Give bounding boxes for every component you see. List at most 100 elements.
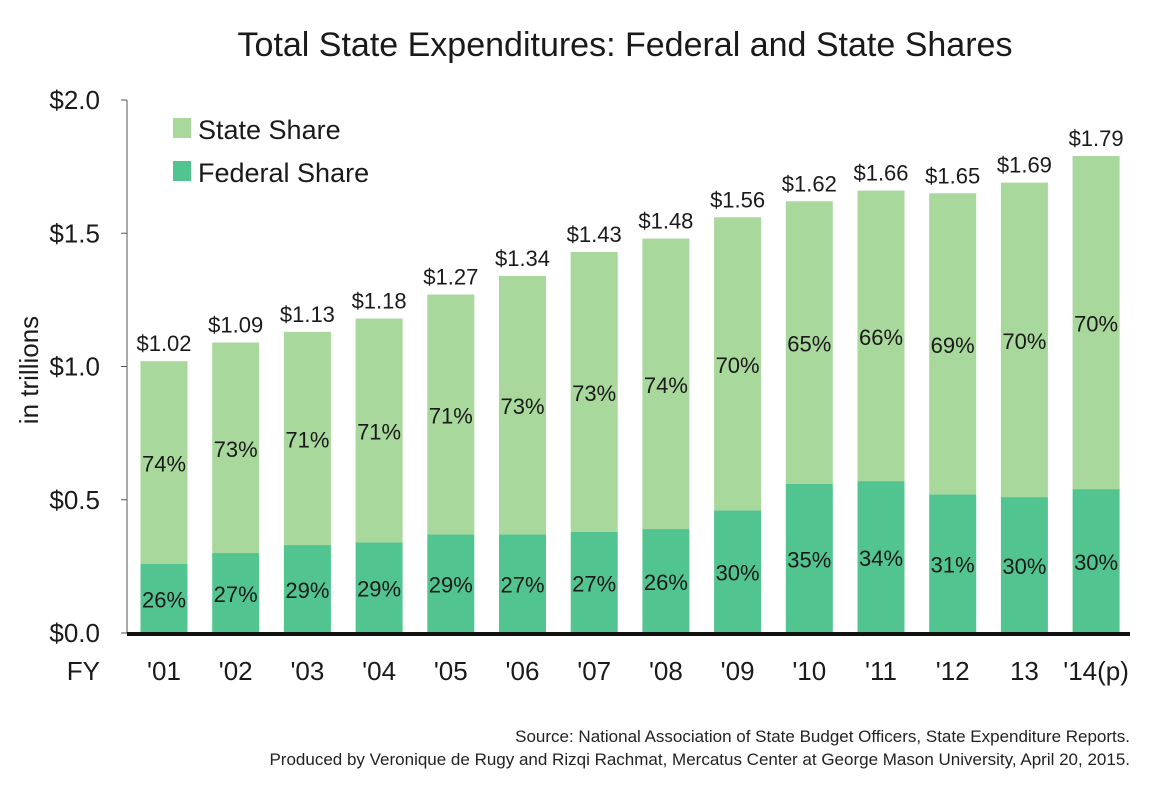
federal-share-percent-label: 27% <box>214 582 258 607</box>
x-axis-label: FY <box>67 656 100 686</box>
federal-share-bar <box>140 563 188 633</box>
x-tick-label: '01 <box>147 656 181 686</box>
state-share-percent-label: 71% <box>285 427 329 452</box>
state-share-percent-label: 65% <box>787 332 831 357</box>
x-tick-label: '03 <box>290 656 324 686</box>
federal-share-percent-label: 26% <box>142 587 186 612</box>
x-tick-label: 13 <box>1010 656 1039 686</box>
federal-share-bar <box>1000 497 1048 633</box>
total-value-label: $1.13 <box>280 302 335 327</box>
state-share-percent-label: 71% <box>357 419 401 444</box>
state-share-bar <box>714 217 762 511</box>
y-tick-label: $1.5 <box>49 218 100 248</box>
x-tick-label: '11 <box>865 656 897 686</box>
state-share-bar <box>570 251 618 532</box>
state-share-bar <box>283 331 331 546</box>
bars: 26% 74% $1.02 27% 73% $1.09 29% 71% $1.13 29% 71% $… <box>136 126 1124 633</box>
state-share-percent-label: 69% <box>931 333 975 358</box>
x-tick-label: '08 <box>649 656 683 686</box>
x-tick-label: '10 <box>792 656 826 686</box>
x-tick-label: '12 <box>936 656 970 686</box>
total-value-label: $1.62 <box>782 171 837 196</box>
federal-share-bar <box>355 542 403 633</box>
state-share-bar <box>212 342 260 554</box>
y-tick-label: $2.0 <box>49 85 100 115</box>
y-tick-label: $1.0 <box>49 352 100 382</box>
federal-share-bar <box>714 510 762 633</box>
state-share-percent-label: 74% <box>644 373 688 398</box>
source-note: Source: National Association of State Bu… <box>515 727 1130 746</box>
y-tick-label: $0.0 <box>49 618 100 648</box>
x-tick-label: '05 <box>434 656 468 686</box>
legend-label: Federal Share <box>198 158 369 188</box>
state-share-bar <box>857 190 905 482</box>
state-share-bar <box>1072 155 1120 490</box>
total-value-label: $1.66 <box>853 161 908 186</box>
total-value-label: $1.56 <box>710 187 765 212</box>
state-share-bar <box>785 201 833 484</box>
total-value-label: $1.09 <box>208 313 263 338</box>
state-share-percent-label: 70% <box>1002 329 1046 354</box>
state-share-bar <box>140 361 188 564</box>
federal-share-percent-label: 27% <box>572 571 616 596</box>
federal-share-bar <box>785 483 833 633</box>
legend-label: State Share <box>198 115 341 145</box>
y-axis-label: in trillions <box>14 316 44 424</box>
federal-share-percent-label: 27% <box>500 573 544 598</box>
state-share-percent-label: 74% <box>142 451 186 476</box>
federal-share-percent-label: 30% <box>1002 554 1046 579</box>
state-share-percent-label: 73% <box>572 381 616 406</box>
legend-swatch <box>173 161 191 181</box>
total-value-label: $1.18 <box>352 289 407 314</box>
federal-share-bar <box>570 531 618 633</box>
stacked-bar-chart: $0.0 $0.5 $1.0 $1.5 $2.0 in trillions 26% 74%… <box>14 85 1130 686</box>
federal-share-bar <box>1072 489 1120 633</box>
total-value-label: $1.02 <box>136 331 191 356</box>
federal-share-percent-label: 30% <box>716 561 760 586</box>
federal-share-bar <box>283 545 331 633</box>
state-share-percent-label: 71% <box>429 403 473 428</box>
state-share-bar <box>355 318 403 543</box>
federal-share-percent-label: 26% <box>644 570 688 595</box>
y-axis: $0.0 $0.5 $1.0 $1.5 $2.0 <box>49 85 128 648</box>
x-axis: FY '01 '02 '03 '04 '05 '06 '07 '08 '09 '10 '11 '12 13… <box>67 632 1130 686</box>
total-value-label: $1.34 <box>495 246 550 271</box>
state-share-bar <box>642 238 690 530</box>
total-value-label: $1.48 <box>638 209 693 234</box>
total-value-label: $1.65 <box>925 163 980 188</box>
federal-share-percent-label: 31% <box>931 553 975 578</box>
federal-share-percent-label: 35% <box>787 547 831 572</box>
federal-share-percent-label: 30% <box>1074 550 1118 575</box>
state-share-bar <box>929 193 977 495</box>
total-value-label: $1.27 <box>423 265 478 290</box>
x-tick-label: '14(p) <box>1063 656 1129 686</box>
y-tick-label: $0.5 <box>49 485 100 515</box>
chart-title: Total State Expenditures: Federal and St… <box>237 26 1013 64</box>
x-tick-label: '02 <box>219 656 253 686</box>
x-tick-label: '04 <box>362 656 396 686</box>
federal-share-bar <box>427 534 475 633</box>
total-value-label: $1.69 <box>997 153 1052 178</box>
federal-share-bar <box>212 553 260 633</box>
state-share-percent-label: 66% <box>859 325 903 350</box>
total-value-label: $1.79 <box>1069 126 1124 151</box>
state-share-percent-label: 73% <box>214 437 258 462</box>
credit-note: Produced by Veronique de Rugy and Rizqi … <box>269 750 1130 769</box>
federal-share-bar <box>499 534 546 633</box>
state-share-bar <box>499 275 546 535</box>
x-tick-label: '07 <box>577 656 611 686</box>
legend: State Share Federal Share <box>173 115 369 188</box>
state-share-percent-label: 70% <box>716 353 760 378</box>
federal-share-bar <box>857 481 905 633</box>
total-value-label: $1.43 <box>567 222 622 247</box>
state-share-percent-label: 70% <box>1074 312 1118 337</box>
federal-share-bar <box>929 494 977 633</box>
federal-share-percent-label: 34% <box>859 546 903 571</box>
x-tick-label: '09 <box>721 656 755 686</box>
x-tick-label: '06 <box>506 656 540 686</box>
state-share-bar <box>427 294 475 535</box>
legend-swatch <box>173 118 191 138</box>
federal-share-percent-label: 29% <box>285 578 329 603</box>
federal-share-bar <box>642 529 690 633</box>
federal-share-percent-label: 29% <box>429 573 473 598</box>
